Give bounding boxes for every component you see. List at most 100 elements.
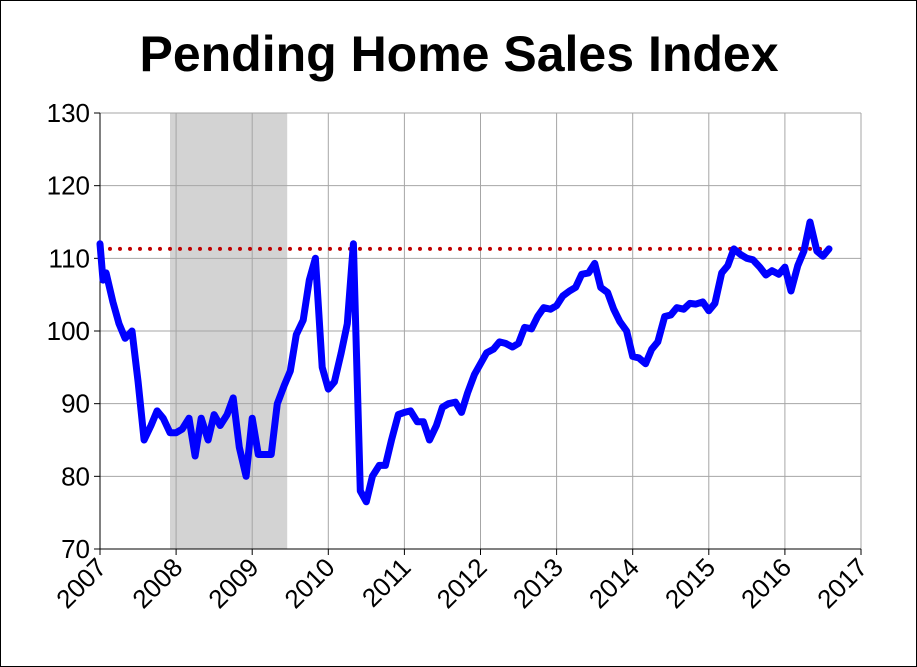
- data-point: [131, 330, 133, 332]
- data-point: [270, 454, 272, 456]
- data-point: [422, 421, 424, 423]
- data-point: [257, 454, 259, 456]
- chart-title: Pending Home Sales Index: [139, 26, 778, 82]
- data-point: [797, 265, 799, 267]
- data-point: [626, 330, 628, 332]
- data-point: [365, 501, 367, 503]
- data-point: [238, 446, 240, 448]
- data-point: [499, 341, 501, 343]
- data-point: [429, 439, 431, 441]
- data-point: [708, 310, 710, 312]
- data-point: [594, 262, 596, 264]
- x-tick-label: 2017: [811, 552, 873, 614]
- data-point: [784, 266, 786, 268]
- data-point: [588, 272, 590, 274]
- data-point: [607, 291, 609, 293]
- data-point: [638, 357, 640, 359]
- data-point: [809, 221, 811, 223]
- data-point: [289, 370, 291, 372]
- x-tick-label: 2016: [735, 552, 797, 614]
- data-point: [105, 272, 107, 274]
- data-point: [397, 414, 399, 416]
- data-point: [740, 254, 742, 256]
- x-tick-label: 2009: [202, 552, 264, 614]
- data-point: [232, 397, 234, 399]
- x-tick-label: 2015: [659, 552, 721, 614]
- x-tick-label: 2013: [507, 552, 569, 614]
- data-point: [213, 414, 215, 416]
- data-point: [207, 439, 209, 441]
- data-point: [308, 279, 310, 281]
- data-point: [822, 255, 824, 257]
- data-point: [333, 381, 335, 383]
- data-point: [384, 464, 386, 466]
- data-point: [632, 355, 634, 357]
- data-point: [473, 374, 475, 376]
- data-point: [619, 321, 621, 323]
- y-tick-label: 130: [47, 98, 90, 128]
- data-point: [118, 323, 120, 325]
- y-tick-label: 110: [49, 243, 90, 273]
- data-point: [664, 315, 666, 317]
- series-line: [96, 218, 833, 506]
- data-point: [143, 439, 145, 441]
- data-point: [378, 464, 380, 466]
- data-point: [454, 401, 456, 403]
- data-point: [505, 342, 507, 344]
- data-point: [480, 363, 482, 365]
- data-point: [651, 348, 653, 350]
- data-point: [752, 259, 754, 261]
- y-tick-label: 70: [61, 534, 90, 564]
- x-tick-label: 2008: [126, 552, 188, 614]
- y-tick-label: 90: [61, 389, 90, 419]
- data-point: [448, 403, 450, 405]
- data-point: [550, 308, 552, 310]
- data-point: [251, 417, 253, 419]
- data-point: [537, 315, 539, 317]
- data-point: [803, 250, 805, 252]
- data-point: [219, 424, 221, 426]
- data-point: [226, 414, 228, 416]
- x-tick-label: 2014: [583, 552, 645, 614]
- data-point: [746, 257, 748, 259]
- x-tick-label: 2007: [50, 552, 112, 614]
- data-point: [99, 243, 101, 245]
- data-point: [467, 392, 469, 394]
- data-point: [156, 410, 158, 412]
- data-point: [102, 279, 104, 281]
- data-point: [264, 454, 266, 456]
- data-point: [670, 314, 672, 316]
- data-point: [727, 265, 729, 267]
- data-point: [295, 334, 297, 336]
- data-point: [181, 428, 183, 430]
- data-point: [346, 323, 348, 325]
- data-point: [657, 341, 659, 343]
- data-point: [403, 411, 405, 413]
- data-point: [511, 346, 513, 348]
- data-point: [124, 337, 126, 339]
- y-tick-label: 100: [47, 316, 90, 346]
- data-point: [765, 274, 767, 276]
- data-point: [683, 308, 685, 310]
- data-point: [169, 432, 171, 434]
- data-point: [790, 290, 792, 292]
- y-tick-label: 80: [61, 461, 90, 491]
- data-point: [200, 417, 202, 419]
- data-point: [188, 417, 190, 419]
- data-point: [702, 301, 704, 303]
- data-point: [771, 270, 773, 272]
- data-point: [390, 439, 392, 441]
- data-point: [175, 432, 177, 434]
- data-point: [150, 424, 152, 426]
- data-point: [314, 257, 316, 259]
- data-point: [112, 301, 114, 303]
- data-point: [283, 385, 285, 387]
- data-point: [409, 410, 411, 412]
- data-point: [137, 381, 139, 383]
- x-tick-label: 2010: [278, 552, 340, 614]
- data-point: [492, 348, 494, 350]
- data-point: [302, 319, 304, 321]
